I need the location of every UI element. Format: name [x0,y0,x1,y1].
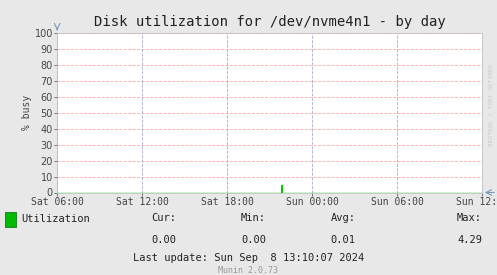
Text: RRDTOOL / TOBI OETIKER: RRDTOOL / TOBI OETIKER [489,63,494,146]
Text: Last update: Sun Sep  8 13:10:07 2024: Last update: Sun Sep 8 13:10:07 2024 [133,253,364,263]
Text: 0.00: 0.00 [241,235,266,245]
Text: 4.29: 4.29 [457,235,482,245]
Text: Max:: Max: [457,213,482,223]
Text: 0.01: 0.01 [331,235,355,245]
Text: Min:: Min: [241,213,266,223]
Text: Avg:: Avg: [331,213,355,223]
Title: Disk utilization for /dev/nvme4n1 - by day: Disk utilization for /dev/nvme4n1 - by d… [94,15,445,29]
Text: 0.00: 0.00 [152,235,176,245]
Y-axis label: % busy: % busy [22,95,32,130]
Text: Munin 2.0.73: Munin 2.0.73 [219,266,278,275]
Text: Utilization: Utilization [21,214,89,224]
Text: Cur:: Cur: [152,213,176,223]
